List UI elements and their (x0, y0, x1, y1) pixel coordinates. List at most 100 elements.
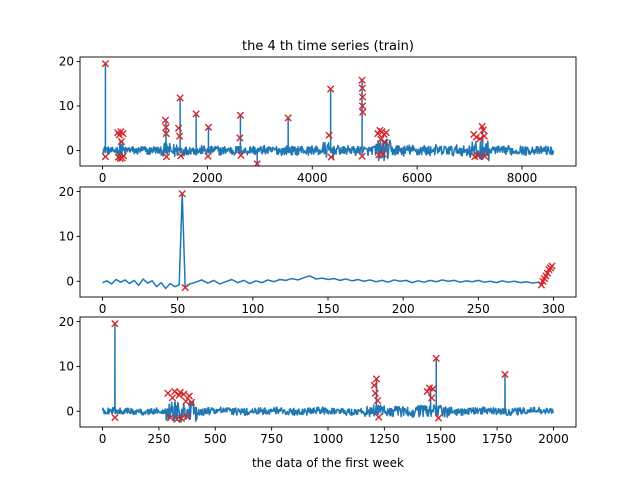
anomaly-marker (358, 152, 366, 160)
anomaly-marker (501, 370, 509, 379)
anomaly-marker (359, 108, 367, 116)
x-tick-label: 750 (260, 432, 283, 446)
x-tick-label: 0 (99, 171, 107, 185)
x-tick-label: 4000 (297, 171, 328, 185)
subplot-bottom: the data of the first week 0 250 500 750 100… (59, 315, 577, 470)
x-tick-label: 250 (467, 302, 490, 316)
anomaly-marker (101, 59, 110, 68)
anomaly-marker (479, 126, 487, 134)
x-tick-label: 50 (170, 302, 185, 316)
anomaly-marker (379, 150, 387, 158)
anomaly-marker (480, 132, 488, 140)
anomaly-marker (423, 387, 431, 396)
anomaly-marker (176, 152, 185, 160)
anomaly-marker (185, 392, 194, 400)
anomaly-marker (236, 111, 245, 119)
anomaly-marker (181, 283, 189, 292)
anomaly-markers (101, 59, 489, 166)
x-tick-label: 2000 (538, 432, 569, 446)
anomaly-marker (325, 131, 333, 139)
x-tick-label: 0 (99, 302, 107, 316)
anomaly-marker (373, 396, 382, 405)
anomaly-marker (119, 152, 128, 160)
anomaly-marker (204, 152, 212, 160)
x-tick-label: 1250 (369, 432, 400, 446)
anomaly-marker (236, 134, 244, 142)
chart-title: the 4 th time series (train) (242, 39, 414, 54)
anomaly-marker (429, 385, 437, 393)
y-tick-label: 20 (59, 185, 74, 199)
anomaly-marker (326, 85, 335, 93)
subplot-top: the 4 th time series (train) 0 2000 4000 60… (59, 39, 577, 185)
anomaly-marker (548, 262, 556, 270)
anomaly-marker (476, 135, 484, 143)
anomaly-marker (382, 128, 390, 137)
y-tick-label: 10 (59, 99, 74, 113)
anomaly-marker (474, 152, 482, 160)
y-tick-label: 20 (59, 315, 74, 329)
anomaly-marker (434, 414, 443, 422)
anomaly-marker (166, 413, 174, 422)
anomaly-marker (358, 102, 367, 110)
anomaly-marker (180, 390, 188, 398)
anomaly-marker (204, 123, 213, 131)
x-tick-label: 6000 (402, 171, 433, 185)
x-tick-label: 200 (392, 302, 415, 316)
y-tick-label: 20 (59, 55, 74, 69)
anomaly-marker (168, 394, 177, 402)
anomaly-marker (428, 394, 436, 402)
anomaly-marker (192, 110, 200, 118)
anomaly-marker (101, 152, 110, 161)
anomaly-marker (371, 389, 380, 398)
anomaly-marker (187, 398, 196, 407)
subplot-middle: 0 50 100 150 200 250 300 0 10 20 (59, 185, 577, 316)
anomaly-marker (358, 76, 366, 84)
anomaly-marker (178, 190, 186, 198)
anomaly-marker (162, 152, 171, 161)
series-line (101, 322, 554, 423)
x-tick-label: 1000 (313, 432, 344, 446)
anomaly-marker (162, 129, 170, 138)
x-tick-label: 2000 (192, 171, 223, 185)
anomaly-marker (284, 114, 292, 122)
x-tick-label: 0 (99, 432, 107, 446)
axes-frame (79, 56, 577, 167)
anomaly-marker (183, 412, 191, 421)
y-tick-label: 0 (66, 144, 74, 158)
x-tick-label: 8000 (507, 171, 538, 185)
anomaly-marker (175, 132, 184, 140)
anomaly-marker (174, 124, 183, 132)
y-tick-label: 10 (59, 360, 74, 374)
anomaly-marker (381, 138, 389, 147)
anomaly-marker (327, 153, 335, 161)
anomaly-marker (372, 375, 381, 383)
x-tick-label: 300 (542, 302, 565, 316)
anomaly-marker (358, 84, 367, 92)
anomaly-marker (182, 397, 190, 406)
anomaly-marker (177, 414, 186, 423)
anomaly-marker (117, 137, 126, 146)
x-axis-label: the data of the first week (252, 456, 404, 470)
anomaly-marker (111, 413, 119, 422)
y-tick-label: 0 (66, 275, 74, 289)
anomaly-marker (176, 94, 184, 102)
x-tick-label: 150 (317, 302, 340, 316)
x-tick-label: 100 (241, 302, 264, 316)
anomaly-marker (237, 151, 245, 160)
y-tick-label: 10 (59, 230, 74, 244)
anomaly-marker (472, 133, 481, 141)
series-line (102, 192, 553, 290)
anomaly-marker (377, 135, 385, 144)
anomaly-markers (178, 190, 556, 292)
x-tick-label: 250 (147, 432, 170, 446)
anomaly-marker (161, 116, 170, 124)
y-tick-label: 0 (66, 405, 74, 419)
anomaly-markers (111, 320, 509, 424)
x-tick-label: 1750 (482, 432, 513, 446)
anomaly-marker (375, 413, 383, 421)
anomaly-marker (358, 93, 367, 101)
x-tick-label: 500 (204, 432, 227, 446)
anomaly-marker (119, 129, 127, 138)
